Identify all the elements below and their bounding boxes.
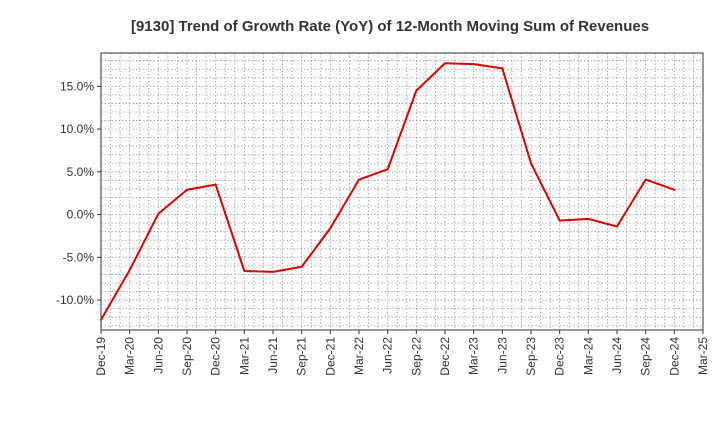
- plot-frame: [100, 52, 704, 331]
- x-tick-label: Sep-20: [180, 337, 194, 376]
- x-tick-label: Dec-24: [667, 337, 681, 376]
- x-tick-label: Sep-23: [524, 337, 538, 376]
- y-tick-label: 5.0%: [67, 165, 95, 179]
- x-tick-label: Dec-22: [438, 337, 452, 376]
- x-tick-label: Sep-22: [409, 337, 423, 376]
- y-tick-label: 10.0%: [60, 122, 94, 136]
- x-tick-label: Dec-20: [209, 337, 223, 376]
- y-tick-label: -5.0%: [63, 250, 95, 264]
- x-tick-label: Dec-19: [94, 337, 108, 376]
- x-tick-label: Jun-23: [495, 337, 509, 374]
- x-tick-label: Mar-21: [237, 337, 251, 375]
- x-tick-label: Mar-25: [696, 337, 710, 375]
- series-line: [100, 62, 676, 321]
- x-tick-label: Jun-22: [381, 337, 395, 374]
- horizontal-gridlines: [101, 60, 703, 327]
- x-tick-label: Sep-24: [639, 337, 653, 376]
- x-tick-label: Mar-20: [123, 337, 137, 375]
- y-axis-tick-labels: 15.0% 10.0% 5.0% 0.0% -5.0% -10.0%: [56, 79, 101, 307]
- x-tick-label: Sep-21: [295, 337, 309, 376]
- x-axis-tick-labels: Dec-19 Mar-20 Jun-20 Sep-20 Dec-20 Mar-21 Jun-…: [94, 330, 710, 376]
- y-tick-label: 0.0%: [67, 208, 95, 222]
- x-tick-label: Jun-20: [151, 337, 165, 374]
- x-tick-label: Mar-23: [467, 337, 481, 375]
- y-tick-label: -10.0%: [56, 293, 94, 307]
- vertical-gridlines: [110, 53, 694, 330]
- x-tick-label: Dec-23: [553, 337, 567, 376]
- x-tick-label: Dec-21: [323, 337, 337, 376]
- plot-background: [101, 53, 703, 330]
- x-tick-label: Mar-24: [581, 337, 595, 375]
- x-tick-label: Mar-22: [352, 337, 366, 375]
- x-tick-label: Jun-21: [266, 337, 280, 374]
- series-lines: [100, 62, 676, 321]
- y-tick-label: 15.0%: [60, 79, 94, 93]
- x-tick-label: Jun-24: [610, 337, 624, 374]
- chart-title: [9130] Trend of Growth Rate (YoY) of 12-…: [131, 18, 649, 35]
